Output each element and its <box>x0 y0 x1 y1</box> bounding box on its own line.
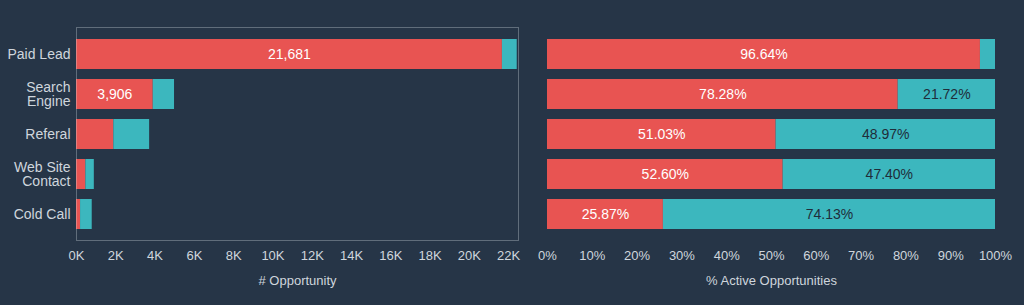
svg-text:# Opportunity: # Opportunity <box>258 273 337 288</box>
svg-text:Referal: Referal <box>25 126 70 142</box>
svg-text:47.40%: 47.40% <box>866 166 913 182</box>
svg-text:8K: 8K <box>226 248 242 263</box>
svg-text:20%: 20% <box>624 248 650 263</box>
svg-text:80%: 80% <box>893 248 919 263</box>
svg-text:21.72%: 21.72% <box>923 86 970 102</box>
svg-text:22K: 22K <box>497 248 520 263</box>
svg-text:0%: 0% <box>538 248 557 263</box>
svg-text:60%: 60% <box>803 248 829 263</box>
svg-text:40%: 40% <box>714 248 740 263</box>
svg-text:51.03%: 51.03% <box>638 126 685 142</box>
svg-text:12K: 12K <box>301 248 324 263</box>
svg-text:Cold Call: Cold Call <box>14 206 71 222</box>
svg-text:96.64%: 96.64% <box>740 46 787 62</box>
svg-text:6K: 6K <box>186 248 202 263</box>
svg-text:10%: 10% <box>579 248 605 263</box>
svg-text:4K: 4K <box>147 248 163 263</box>
svg-text:30%: 30% <box>669 248 695 263</box>
svg-text:25.87%: 25.87% <box>582 206 629 222</box>
svg-text:Web SiteContact: Web SiteContact <box>14 159 71 189</box>
svg-text:50%: 50% <box>758 248 784 263</box>
svg-text:100%: 100% <box>979 248 1013 263</box>
svg-text:2K: 2K <box>108 248 124 263</box>
svg-text:SearchEngine: SearchEngine <box>26 79 71 109</box>
svg-text:16K: 16K <box>379 248 402 263</box>
svg-text:20K: 20K <box>458 248 481 263</box>
svg-text:52.60%: 52.60% <box>642 166 689 182</box>
svg-text:74.13%: 74.13% <box>806 206 853 222</box>
svg-text:10K: 10K <box>261 248 284 263</box>
svg-text:21,681: 21,681 <box>268 46 311 62</box>
svg-text:70%: 70% <box>848 248 874 263</box>
svg-text:78.28%: 78.28% <box>699 86 746 102</box>
svg-text:48.97%: 48.97% <box>862 126 909 142</box>
svg-text:3,906: 3,906 <box>97 86 132 102</box>
svg-text:90%: 90% <box>938 248 964 263</box>
svg-text:Paid Lead: Paid Lead <box>7 46 70 62</box>
svg-text:0K: 0K <box>69 248 85 263</box>
svg-text:% Active Opportunities: % Active Opportunities <box>706 273 837 288</box>
svg-text:14K: 14K <box>340 248 363 263</box>
svg-text:18K: 18K <box>419 248 442 263</box>
